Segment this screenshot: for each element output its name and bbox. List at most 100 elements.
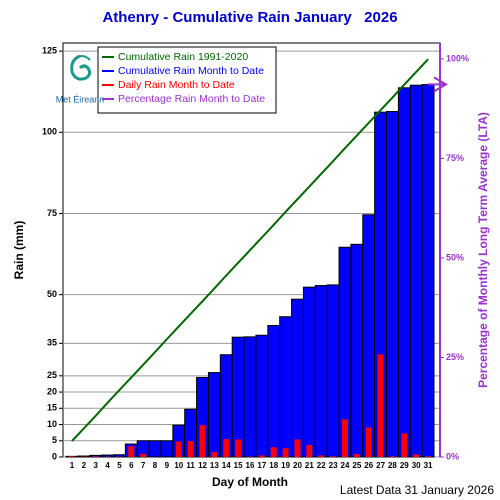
footer: Latest Data 31 January 2026 — [340, 483, 494, 497]
x-tick-label: 3 — [93, 461, 98, 470]
bar — [68, 456, 75, 457]
y-axis-label: Rain (mm) — [12, 221, 26, 280]
bar — [255, 334, 269, 458]
bar — [409, 84, 423, 458]
logo-icon — [73, 55, 91, 61]
bar — [267, 324, 281, 458]
bar — [128, 446, 135, 457]
x-tick-label: 26 — [364, 461, 373, 470]
bar — [270, 447, 277, 457]
y-tick-label: 15 — [47, 403, 57, 413]
x-tick-label: 29 — [400, 461, 409, 470]
bar — [326, 284, 340, 458]
y2-axis-label: Percentage of Monthly Long Term Average … — [476, 112, 490, 388]
bar — [223, 439, 230, 457]
x-tick-label: 16 — [246, 461, 255, 470]
bar — [207, 372, 221, 458]
bar — [243, 336, 257, 458]
bar — [294, 439, 301, 457]
y-tick-label: 125 — [42, 45, 57, 55]
y2-tick-label: 100% — [446, 53, 469, 63]
x-tick-label: 21 — [305, 461, 314, 470]
bar — [211, 452, 218, 457]
x-tick-label: 2 — [82, 461, 87, 470]
bar — [279, 316, 293, 458]
line — [71, 58, 429, 442]
bar — [92, 456, 99, 457]
y-tick-label: 0 — [52, 451, 57, 461]
y2-tick-label: 50% — [446, 252, 464, 262]
bar — [330, 456, 337, 457]
y-tick-label: 35 — [47, 338, 57, 348]
logo-text: Met Éireann — [56, 94, 105, 104]
logo — [70, 54, 92, 81]
y-tick-label: 5 — [52, 435, 57, 445]
bar — [175, 441, 182, 457]
bar — [389, 456, 396, 457]
x-tick-label: 20 — [293, 461, 302, 470]
y-tick-label: 20 — [47, 386, 57, 396]
y2-tick-label: 25% — [446, 352, 464, 362]
y-tick-label: 25 — [47, 370, 57, 380]
bar — [353, 454, 360, 457]
x-tick-label: 10 — [174, 461, 183, 470]
bar — [302, 286, 316, 458]
bar — [397, 87, 411, 458]
chart-title: Athenry - Cumulative Rain January 2026 — [102, 9, 397, 26]
bar — [421, 84, 435, 458]
y-tick-label: 50 — [47, 289, 57, 299]
marker — [428, 76, 448, 93]
bar — [342, 419, 348, 457]
bar — [282, 448, 289, 457]
legend-label: Cumulative Rain 1991-2020 — [118, 51, 248, 63]
y2-tick-label: 0% — [446, 451, 459, 461]
bar — [291, 298, 304, 458]
legend-label: Cumulative Rain Month to Date — [118, 65, 264, 77]
bar — [362, 214, 376, 458]
bar — [199, 425, 206, 457]
x-tick-label: 11 — [186, 461, 195, 470]
x-tick-label: 23 — [329, 461, 338, 470]
bar — [413, 454, 420, 457]
x-tick-label: 28 — [388, 461, 397, 470]
x-tick-label: 15 — [234, 461, 243, 470]
legend-label: Percentage Rain Month to Date — [118, 93, 265, 105]
x-tick-label: 8 — [153, 461, 158, 470]
x-tick-label: 14 — [222, 461, 231, 470]
bar — [160, 440, 174, 458]
bar — [235, 439, 242, 457]
x-tick-label: 18 — [269, 461, 278, 470]
bar — [425, 456, 432, 457]
bar — [386, 111, 399, 458]
bar — [377, 354, 384, 457]
bar — [314, 285, 328, 458]
x-tick-label: 17 — [257, 461, 266, 470]
x-axis-label: Day of Month — [212, 475, 288, 489]
bar — [231, 336, 245, 458]
bar — [401, 433, 408, 457]
x-tick-label: 13 — [210, 461, 219, 470]
x-tick-label: 6 — [129, 461, 134, 470]
x-tick-label: 7 — [141, 461, 146, 470]
legend: Cumulative Rain 1991-2020 Cumulative Rain… — [56, 46, 277, 114]
legend-label: Daily Rain Month to Date — [118, 79, 235, 91]
bar — [140, 453, 147, 457]
x-tick-label: 12 — [198, 461, 207, 470]
y2-tick-label: 75% — [446, 153, 464, 163]
bar — [365, 427, 372, 457]
x-tick-label: 27 — [376, 461, 385, 470]
legend-box — [97, 46, 277, 114]
x-tick-label: 9 — [165, 461, 170, 470]
x-tick-label: 5 — [117, 461, 122, 470]
bar — [148, 440, 162, 458]
y-tick-label: 75 — [47, 208, 57, 218]
bar — [350, 243, 364, 458]
bar — [258, 455, 265, 457]
x-tick-label: 25 — [352, 461, 361, 470]
x-tick-label: 1 — [70, 461, 75, 470]
bar — [112, 454, 126, 458]
y-tick-label: 10 — [47, 419, 57, 429]
x-tick-label: 22 — [317, 461, 326, 470]
bar — [306, 444, 313, 457]
